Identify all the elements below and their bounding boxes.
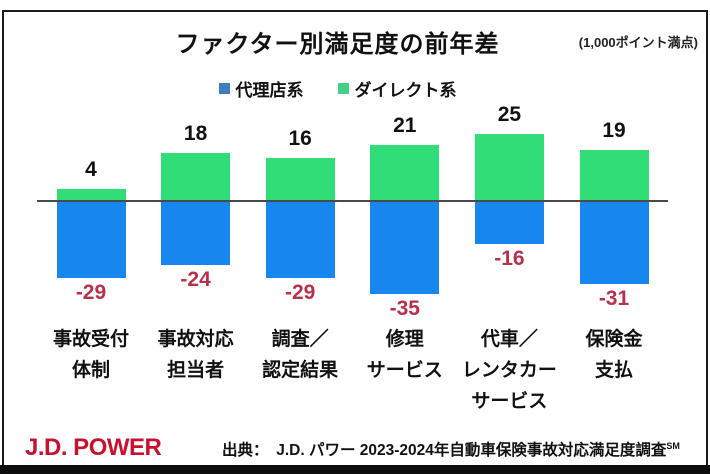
category-label: 事故対応 担当者 — [157, 329, 234, 381]
bar-direct — [579, 150, 649, 200]
legend: 代理店系 ダイレクト系 — [0, 76, 675, 101]
bar-direct — [370, 145, 440, 200]
bar-value-direct: 25 — [497, 103, 522, 126]
bar-value-agency: -29 — [285, 281, 316, 304]
category-label: 修理 サービス — [366, 329, 443, 381]
frame-left-border — [2, 10, 4, 466]
frame-top-border — [2, 10, 708, 12]
bar-agency — [161, 202, 231, 265]
bar-direct — [56, 189, 126, 200]
bar-value-agency: -24 — [180, 268, 211, 291]
category-label: 調査／ 認定結果 — [262, 329, 339, 381]
category-label: 保険金 支払 — [585, 329, 643, 381]
zero-axis-line — [37, 200, 668, 202]
bar-value-agency: -29 — [75, 281, 107, 304]
legend-swatch-agency-icon — [218, 83, 230, 94]
bar-value-agency: -35 — [389, 297, 420, 320]
bar-agency — [56, 202, 126, 278]
source-text: 出典： J.D. パワー 2023-2024年自動車保険事故対応満足度調査 — [222, 442, 667, 459]
legend-swatch-direct-icon — [337, 83, 349, 94]
jdpower-logo: J.D. POWER — [25, 434, 162, 461]
bar-direct — [265, 158, 335, 200]
bar-value-direct: 18 — [183, 122, 208, 145]
legend-label-direct: ダイレクト系 — [354, 81, 457, 100]
chart-scale-note: (1,000ポイント満点) — [578, 35, 698, 50]
bar-value-direct: 16 — [288, 127, 312, 150]
chart-title: ファクター別満足度の前年差 — [175, 31, 500, 58]
bar-direct — [474, 134, 544, 200]
bar-agency — [474, 202, 544, 244]
bar-direct — [161, 153, 231, 200]
frame-right-border — [706, 10, 708, 466]
bar-agency — [370, 202, 440, 294]
bar-agency — [265, 202, 335, 278]
bar-value-agency: -31 — [598, 287, 630, 310]
legend-item-agency: 代理店系 — [218, 76, 304, 101]
bar-value-direct: 19 — [602, 119, 626, 142]
bar-agency — [579, 202, 649, 284]
legend-label-agency: 代理店系 — [235, 81, 304, 100]
bar-value-direct: 21 — [393, 114, 417, 137]
source-note: 出典： J.D. パワー 2023-2024年自動車保険事故対応満足度調査SM — [222, 438, 680, 460]
legend-item-direct: ダイレクト系 — [337, 76, 457, 101]
bar-value-direct: 4 — [85, 158, 97, 181]
bar-value-agency: -16 — [494, 247, 525, 270]
category-label: 事故受付 体制 — [52, 329, 129, 381]
source-sm-mark: SM — [666, 440, 680, 451]
frame-bottom-bar — [0, 465, 710, 474]
category-label: 代車／ レンタカー サービス — [461, 329, 557, 412]
